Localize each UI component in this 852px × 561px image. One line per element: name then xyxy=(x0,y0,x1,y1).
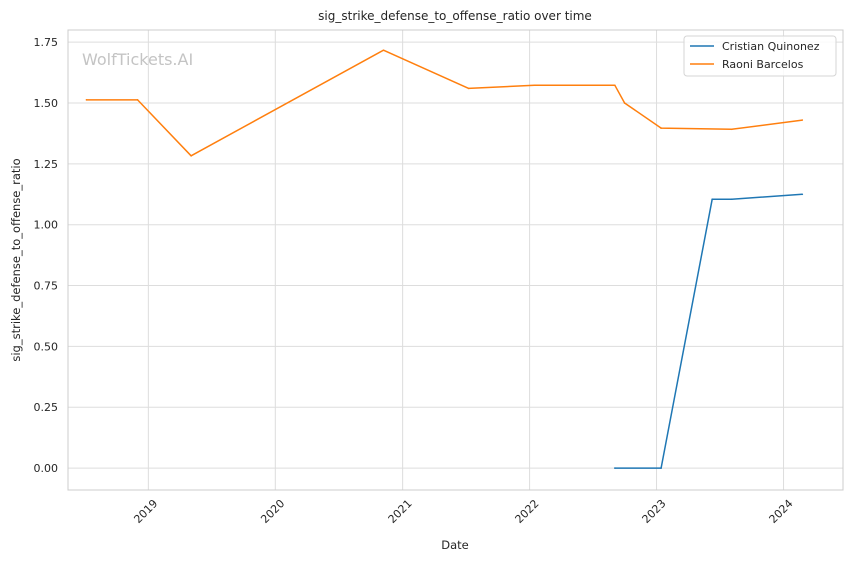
data-point xyxy=(467,87,470,90)
y-tick-label: 1.00 xyxy=(34,219,59,232)
y-tick-label: 0.00 xyxy=(34,462,59,475)
data-point xyxy=(614,84,616,87)
x-axis-label: Date xyxy=(441,538,469,552)
y-axis-label: sig_strike_defense_to_offense_ratio xyxy=(9,158,23,361)
y-tick-label: 1.75 xyxy=(34,36,59,49)
grid-lines xyxy=(68,30,843,490)
data-point xyxy=(623,102,626,104)
x-tick-label: 2023 xyxy=(640,497,669,526)
data-point xyxy=(660,467,662,469)
x-tick-label: 2024 xyxy=(767,497,796,526)
series-layer xyxy=(85,49,804,469)
y-tick-label: 1.25 xyxy=(34,158,59,171)
x-tick-label: 2019 xyxy=(131,497,160,526)
watermark: WolfTickets.AI xyxy=(82,50,193,69)
x-tick-label: 2022 xyxy=(513,497,542,526)
legend-label: Cristian Quinonez xyxy=(722,40,820,53)
y-tick-label: 0.25 xyxy=(34,401,59,414)
y-tick-label: 1.50 xyxy=(34,97,59,110)
chart-title: sig_strike_defense_to_offense_ratio over… xyxy=(318,9,592,23)
y-axis-ticks: 0.00 0.25 0.50 0.75 1.00 1.25 1.50 1.75 xyxy=(34,36,59,475)
data-point xyxy=(85,99,88,101)
data-point xyxy=(533,84,536,87)
x-axis-ticks: 2019 2020 2021 2022 2023 2024 xyxy=(131,497,795,526)
data-point xyxy=(801,193,804,196)
series-line-0 xyxy=(614,193,803,469)
y-tick-label: 0.75 xyxy=(34,280,59,293)
legend-label: Raoni Barcelos xyxy=(722,58,804,71)
y-tick-label: 0.50 xyxy=(34,340,59,353)
x-tick-label: 2021 xyxy=(386,497,415,526)
data-point xyxy=(711,198,714,200)
data-point xyxy=(730,128,733,131)
legend: Cristian Quinonez Raoni Barcelos xyxy=(683,35,837,77)
data-point xyxy=(801,119,804,121)
data-point xyxy=(382,49,385,52)
data-point xyxy=(614,467,616,469)
data-point xyxy=(136,99,139,101)
plot-area-frame xyxy=(67,29,844,491)
x-tick-label: 2020 xyxy=(258,497,287,526)
data-point xyxy=(730,198,733,200)
legend-box xyxy=(683,35,837,77)
data-point xyxy=(660,127,662,129)
data-point xyxy=(190,155,192,157)
